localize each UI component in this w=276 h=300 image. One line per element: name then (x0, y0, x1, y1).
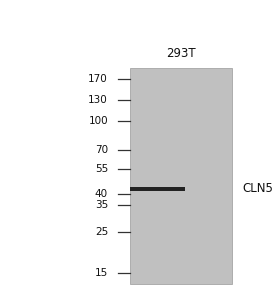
Bar (130, 187, 185, 190)
Text: 35: 35 (95, 200, 108, 210)
Text: 40: 40 (95, 189, 108, 200)
Bar (130, 68, 232, 284)
Text: 70: 70 (95, 145, 108, 155)
Text: 293T: 293T (166, 47, 196, 60)
Text: 100: 100 (88, 116, 108, 126)
Text: 55: 55 (95, 164, 108, 174)
Text: CLN5: CLN5 (242, 182, 273, 195)
Text: 130: 130 (88, 95, 108, 105)
Text: 15: 15 (95, 268, 108, 278)
Text: 25: 25 (95, 227, 108, 237)
Text: 170: 170 (88, 74, 108, 84)
